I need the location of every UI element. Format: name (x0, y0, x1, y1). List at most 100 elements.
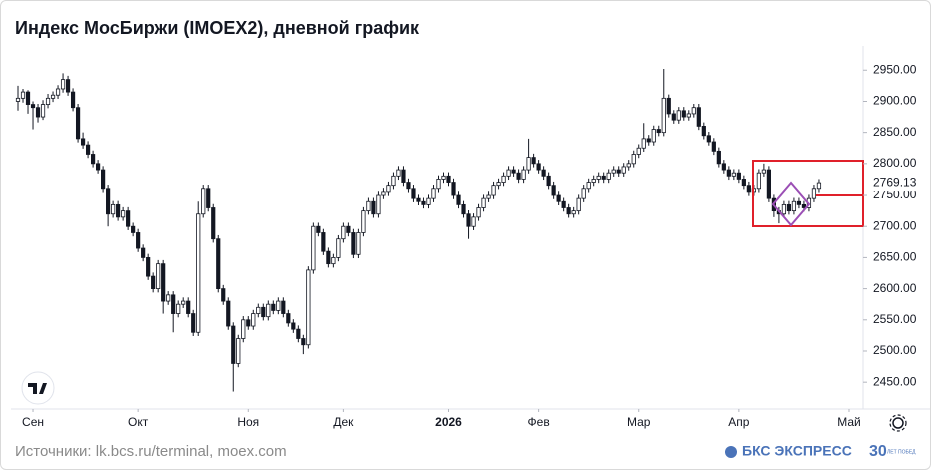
candle-body (656, 129, 661, 134)
candle-body (796, 200, 802, 205)
candle-body (286, 313, 291, 324)
candle-body (391, 175, 396, 187)
candle-body (161, 263, 166, 302)
candle-body (441, 175, 446, 180)
candle-body (546, 175, 551, 187)
candle-body (15, 97, 21, 102)
candle-body (136, 232, 141, 249)
candle-body (256, 306, 261, 314)
candle-body (741, 179, 746, 187)
candle-body (20, 91, 26, 99)
candle-body (491, 185, 496, 196)
candle-body (706, 135, 711, 143)
candle-body (691, 107, 696, 115)
candle-body (476, 207, 481, 218)
x-tick-label: Мар (627, 415, 651, 429)
candle-body (556, 194, 561, 202)
candle-body (376, 194, 381, 215)
brand: БКС ЭКСПРЕСС 30 ЛЕТ ПОБЕД (725, 443, 916, 460)
candle-body (351, 232, 356, 255)
candle-body (736, 172, 741, 180)
x-tick-label: 2026 (435, 415, 462, 429)
candle-body (426, 197, 431, 205)
chart-title: Индекс МосБиржи (IMOEX2), дневной график (15, 18, 420, 38)
candle-body (261, 306, 266, 318)
candle-body (326, 250, 331, 265)
candle-body (471, 216, 476, 227)
candle-body (176, 303, 181, 314)
candle-body (651, 129, 656, 143)
candle-body (181, 300, 186, 305)
candle-body (481, 197, 486, 208)
candle-body (121, 210, 126, 218)
candle-body (60, 79, 66, 90)
candle-body (241, 319, 246, 339)
candle-body (131, 225, 136, 233)
settings-icon[interactable] (889, 414, 907, 432)
candle-body (301, 338, 306, 346)
candle-body (85, 144, 91, 155)
candle-body (341, 225, 346, 240)
candle-body (606, 172, 611, 180)
candle-body (251, 313, 256, 327)
candle-body (601, 175, 606, 180)
candle-body (781, 203, 787, 215)
candle-body (116, 203, 121, 218)
candle-body (50, 94, 56, 99)
source-note: Источники: lk.bcs.ru/terminal, moex.com (15, 443, 287, 460)
last-price-label: 2769.13 (873, 175, 917, 189)
candle-body (40, 104, 46, 118)
candle-body (521, 169, 526, 180)
candle-body (591, 179, 596, 183)
candle-body (786, 203, 792, 212)
candle-body (711, 141, 716, 152)
candle-body (616, 169, 621, 174)
candle-body (686, 113, 691, 118)
candle-body (566, 207, 571, 215)
candle-body (726, 169, 731, 177)
candle-body (30, 104, 36, 109)
candle-body (456, 194, 461, 205)
candle-body (171, 294, 176, 314)
candle-body (551, 185, 556, 196)
candle-body (721, 163, 726, 171)
candle-body (581, 188, 586, 199)
candle-body (146, 257, 151, 277)
candle-body (626, 163, 631, 168)
candle-body (431, 188, 436, 199)
candle-body (511, 169, 516, 174)
last-price-box (865, 175, 925, 192)
candle-body (791, 200, 797, 212)
candle-body (196, 213, 201, 333)
candle-body (25, 91, 31, 105)
candle-body (151, 275, 156, 290)
candle-body (446, 175, 451, 183)
candle-body (166, 294, 171, 302)
candle-body (716, 150, 721, 165)
candle-body (416, 197, 421, 202)
candle-body (35, 107, 41, 118)
candle-body (666, 97, 671, 115)
candle-body (496, 182, 501, 187)
y-tick-label: 2500.00 (873, 343, 917, 357)
candle-body (381, 191, 386, 196)
candle-body (316, 225, 321, 233)
candle-body (371, 200, 376, 215)
candle-body (80, 138, 86, 146)
candle-body (296, 328, 301, 339)
candle-body (576, 197, 581, 212)
candle-body (436, 179, 441, 190)
y-tick-label: 2800.00 (873, 156, 917, 170)
x-tick-label: Сен (22, 415, 44, 429)
badge-text: ЛЕТ ПОБЕД (887, 449, 916, 455)
candle-body (45, 97, 51, 105)
candle-body (201, 188, 206, 215)
candles (15, 69, 822, 392)
candle-body (231, 325, 236, 364)
candle-body (281, 300, 286, 314)
y-tick-label: 2600.00 (873, 281, 917, 295)
candle-body (111, 203, 116, 215)
candle-body (156, 263, 161, 290)
candle-body (401, 169, 406, 183)
